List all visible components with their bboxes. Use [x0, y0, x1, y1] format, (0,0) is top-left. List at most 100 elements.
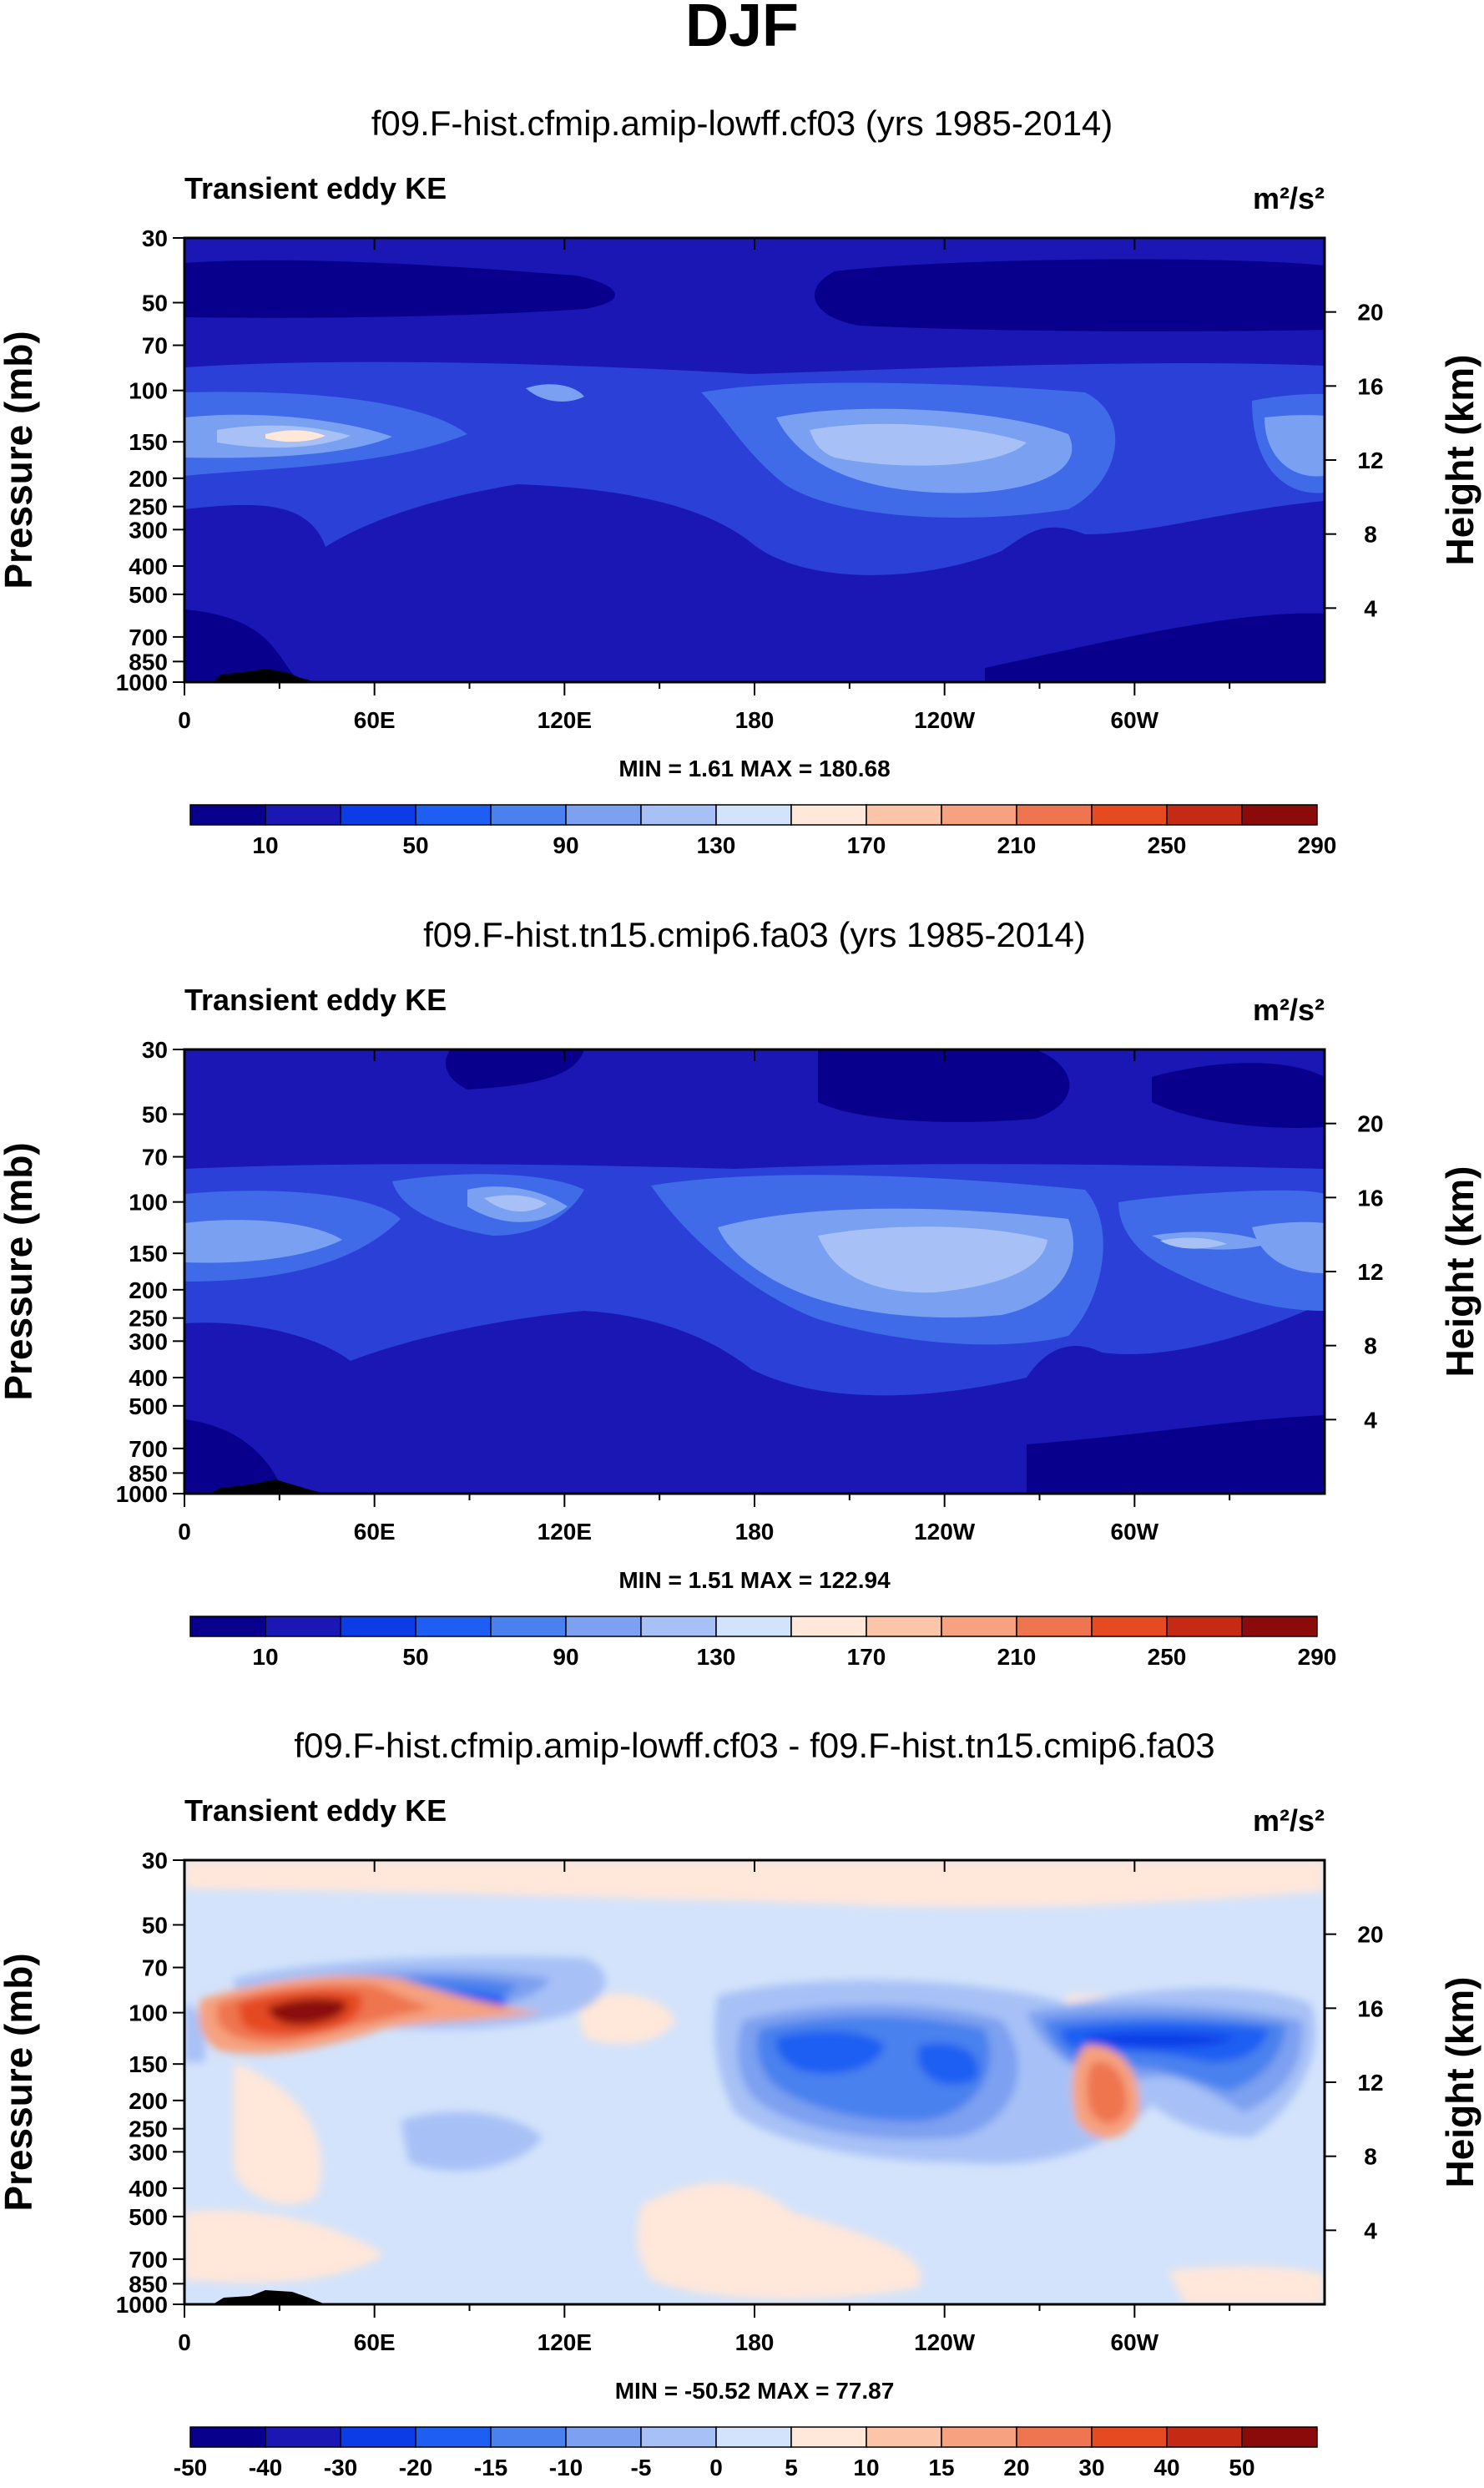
pressure-tick-label: 300	[129, 517, 168, 543]
lon-tick-label: 180	[735, 2329, 775, 2355]
height-tick-label: 20	[1357, 1111, 1383, 1137]
height-tick-label: 16	[1357, 1995, 1383, 2021]
colorbar-box	[1091, 1616, 1168, 1637]
colorbar-label: -20	[399, 2455, 432, 2480]
lon-tick-label: 0	[178, 1519, 191, 1545]
pressure-tick-label: 250	[129, 2116, 168, 2142]
colorbar-label: 50	[1229, 2455, 1254, 2480]
colorbar-label: 50	[402, 1644, 428, 1670]
height-tick-label: 20	[1357, 1922, 1383, 1948]
height-tick-label: 16	[1357, 1185, 1383, 1211]
panel-1-units: m²/s²	[1253, 181, 1325, 215]
colorbar-box	[415, 1616, 492, 1637]
colorbar-label: 250	[1148, 832, 1187, 858]
p3-level-pos50	[267, 1998, 347, 2025]
colorbar-box	[1241, 1616, 1318, 1637]
panel-3-y2label: Height (km)	[1438, 1977, 1481, 2188]
height-tick-label: 16	[1357, 373, 1383, 399]
colorbar-box	[941, 804, 1017, 826]
colorbar-box	[715, 1616, 792, 1637]
panel-1-colorbar: 10 50 90 130 170 210 250 290	[189, 804, 1337, 858]
colorbar-label: 250	[1148, 1644, 1187, 1670]
pressure-tick-label: 150	[129, 1241, 168, 1267]
panel-2-colorbar: 10 50 90 130 170 210 250 290	[189, 1616, 1337, 1670]
height-tick-label: 12	[1357, 2070, 1383, 2096]
colorbar-label: 15	[928, 2455, 954, 2480]
p1-level-170	[265, 430, 326, 442]
colorbar-label: 290	[1298, 1644, 1337, 1670]
colorbar-box	[941, 2426, 1017, 2448]
colorbar-box	[1016, 1616, 1093, 1637]
lon-tick-label: 60W	[1111, 707, 1159, 733]
pressure-tick-label: 400	[129, 554, 168, 579]
colorbar-label: 210	[997, 1644, 1037, 1670]
lon-tick-label: 120E	[538, 2329, 592, 2355]
height-tick-label: 8	[1364, 2144, 1377, 2170]
colorbar-label: 170	[847, 1644, 886, 1670]
panel-2-y2label: Height (km)	[1438, 1166, 1481, 1378]
pressure-tick-label: 150	[129, 2051, 168, 2077]
p1-level-70	[184, 382, 1325, 518]
panel-3-stats: MIN = -50.52 MAX = 77.87	[615, 2378, 895, 2404]
colorbar-label: -10	[549, 2455, 583, 2480]
p3-topography	[213, 2290, 326, 2304]
colorbar-label: 40	[1153, 2455, 1179, 2480]
colorbar-box	[715, 2426, 792, 2448]
panel-2-stats: MIN = 1.51 MAX = 122.94	[618, 1567, 891, 1593]
p1-level-90	[184, 384, 1325, 493]
lon-tick-label: 120E	[538, 1519, 592, 1545]
pressure-tick-label: 100	[129, 378, 168, 404]
pressure-tick-label: 250	[129, 1306, 168, 1332]
pressure-tick-label: 300	[129, 1328, 168, 1354]
panel-3-field	[184, 1860, 1325, 2304]
pressure-tick-label: 700	[129, 625, 168, 650]
lon-tick-label: 0	[178, 707, 191, 733]
panel-3-ylabel: Pressure (mb)	[0, 1953, 40, 2211]
pressure-tick-label: 1000	[116, 2292, 168, 2318]
colorbar-box	[640, 804, 717, 826]
pressure-tick-label: 200	[129, 466, 168, 492]
height-tick-label: 4	[1364, 1407, 1377, 1433]
colorbar-box	[941, 1616, 1017, 1637]
colorbar-box	[265, 804, 341, 826]
lon-tick-label: 60E	[354, 707, 396, 733]
colorbar-box	[490, 2426, 567, 2448]
p1-topography	[213, 669, 317, 682]
colorbar-box	[415, 2426, 492, 2448]
pressure-tick-label: 500	[129, 1393, 168, 1419]
pressure-tick-label: 200	[129, 2088, 168, 2114]
colorbar-label: -5	[631, 2455, 652, 2480]
colorbar-box	[565, 2426, 642, 2448]
colorbar-box	[790, 2426, 867, 2448]
lon-tick-label: 120W	[914, 707, 976, 733]
pressure-tick-label: 850	[129, 649, 168, 675]
pressure-tick-label: 400	[129, 1365, 168, 1391]
pressure-tick-label: 850	[129, 1460, 168, 1486]
pressure-tick-label: 30	[142, 1037, 168, 1063]
lon-tick-label: 60W	[1111, 2329, 1159, 2355]
pressure-tick-label: 50	[142, 1913, 168, 1939]
panel-3-colorbar: -50 -40 -30 -20 -15 -10 -5 0 5 10 15 20 30 40 50	[174, 2426, 1318, 2480]
lon-tick-label: 0	[178, 2329, 191, 2355]
p2-level-10	[184, 1049, 1325, 1494]
pressure-tick-label: 30	[142, 225, 168, 251]
colorbar-box	[189, 1616, 266, 1637]
colorbar-box	[1016, 2426, 1093, 2448]
colorbar-box	[866, 804, 942, 826]
colorbar-label: -15	[474, 2455, 507, 2480]
colorbar-box	[640, 2426, 717, 2448]
height-tick-label: 4	[1364, 595, 1377, 621]
panel-1: f09.F-hist.cfmip.amip-lowff.cf03 (yrs 19…	[0, 104, 1481, 858]
panel-2-ylabel: Pressure (mb)	[0, 1142, 40, 1400]
colorbar-label: 5	[785, 2455, 798, 2480]
colorbar-box	[265, 2426, 341, 2448]
pressure-tick-label: 100	[129, 1190, 168, 1216]
pressure-tick-label: 70	[142, 1955, 168, 1981]
lon-tick-label: 120E	[538, 707, 592, 733]
p1-level-130	[217, 423, 1027, 466]
colorbar-label: 290	[1298, 832, 1337, 858]
colorbar-box	[1241, 2426, 1318, 2448]
colorbar-box	[1091, 2426, 1168, 2448]
